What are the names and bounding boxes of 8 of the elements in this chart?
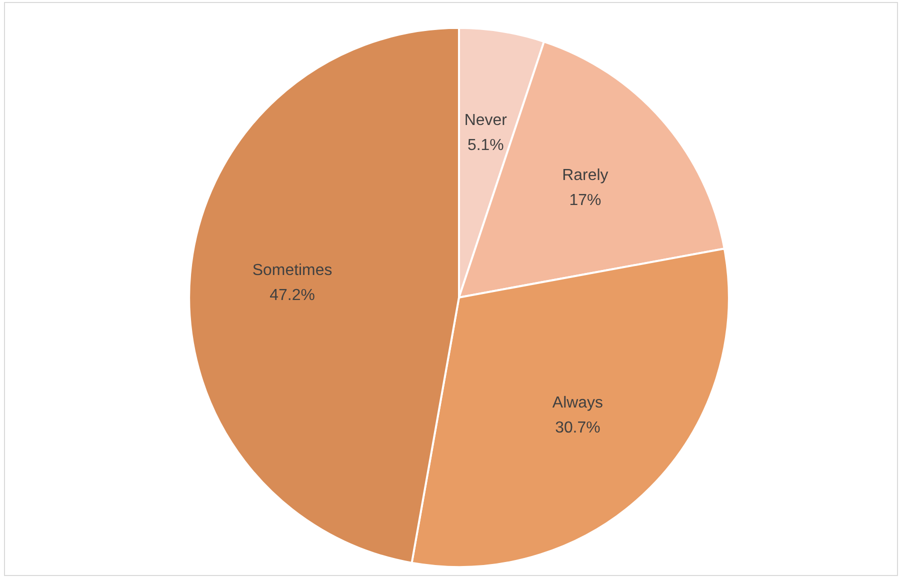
data-label: 30.7% bbox=[555, 420, 600, 437]
data-label: 47.2% bbox=[270, 287, 315, 304]
slice-label: Never bbox=[464, 112, 508, 129]
slice-label: Rarely bbox=[562, 167, 608, 184]
data-label: 17% bbox=[569, 192, 602, 210]
data-label: 5.1% bbox=[468, 136, 504, 154]
slice-label: Always bbox=[552, 394, 603, 412]
slice-label: Sometimes bbox=[252, 262, 332, 280]
